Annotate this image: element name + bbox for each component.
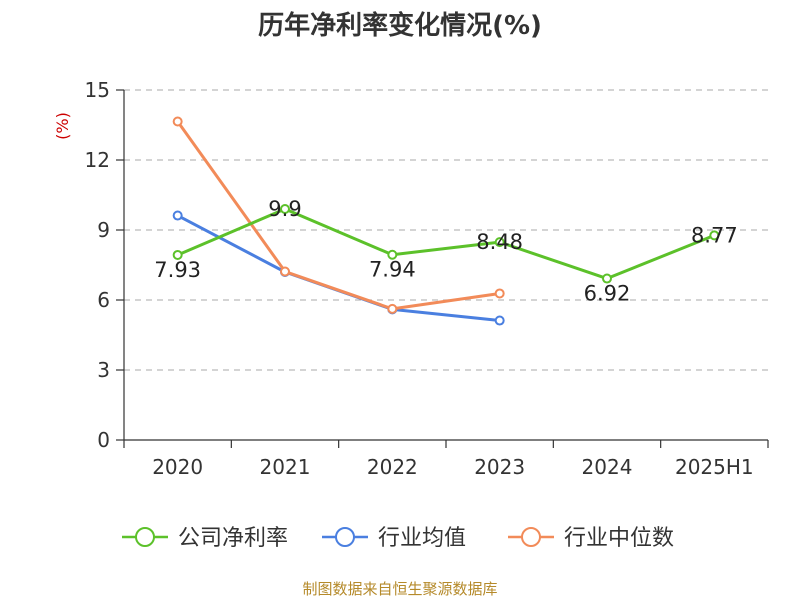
legend-marker	[521, 527, 541, 547]
x-tick-label: 2022	[367, 455, 418, 479]
legend-marker	[135, 527, 155, 547]
data-point	[602, 273, 612, 284]
data-point	[494, 237, 505, 248]
data-point	[387, 303, 398, 314]
data-point	[280, 266, 290, 277]
source-note: 制图数据来自恒生聚源数据库	[302, 580, 497, 598]
y-tick-label: 3	[97, 358, 110, 382]
x-tick-label: 2020	[152, 455, 203, 479]
data-point	[172, 210, 183, 221]
data-point	[172, 116, 183, 127]
series-2	[172, 116, 505, 314]
y-tick-label: 9	[97, 218, 110, 242]
series-line	[177, 207, 715, 281]
y-tick-label: 12	[85, 148, 110, 172]
y-tick-label: 0	[97, 428, 110, 452]
data-label: 9.9	[268, 197, 301, 221]
data-point	[387, 249, 398, 260]
legend: 公司净利率 行业均值 行业中位数	[122, 526, 674, 551]
series	[172, 116, 720, 326]
data-point	[494, 288, 505, 299]
legend-item: 行业中位数	[508, 526, 674, 551]
x-tick-label: 2025H1	[675, 455, 754, 479]
legend-item: 行业均值	[322, 526, 466, 551]
x-tick-label: 2021	[260, 455, 311, 479]
data-label: 7.94	[369, 258, 416, 282]
data-point	[280, 204, 290, 214]
y-tick-label: 15	[85, 78, 110, 102]
y-axis-label: (%)	[53, 112, 72, 140]
data-label: 7.93	[154, 258, 201, 282]
legend-label: 行业中位数	[564, 526, 674, 551]
data-label: 8.48	[476, 230, 523, 254]
series-1	[172, 210, 505, 326]
grid	[124, 89, 768, 371]
y-tick-label: 6	[97, 288, 110, 312]
data-point	[494, 315, 505, 326]
chart-title: 历年净利率变化情况(%)	[258, 10, 542, 41]
data-label: 6.92	[584, 282, 631, 306]
data-point	[172, 249, 183, 260]
legend-label: 公司净利率	[178, 526, 288, 551]
data-label: 8.77	[691, 223, 738, 247]
data-point	[709, 230, 720, 241]
series-line	[176, 120, 500, 311]
axes: 0 3 6 9 12 15 2020 2021 2022 2023 2024 2025H1	[85, 78, 769, 479]
legend-marker	[335, 527, 355, 547]
x-tick-label: 2023	[474, 455, 525, 479]
data-labels: 7.93 9.9 7.94 8.48 6.92 8.77	[154, 197, 737, 306]
legend-label: 行业均值	[378, 526, 466, 551]
legend-item: 公司净利率	[122, 526, 288, 551]
x-tick-label: 2024	[582, 455, 633, 479]
series-0	[172, 204, 720, 284]
